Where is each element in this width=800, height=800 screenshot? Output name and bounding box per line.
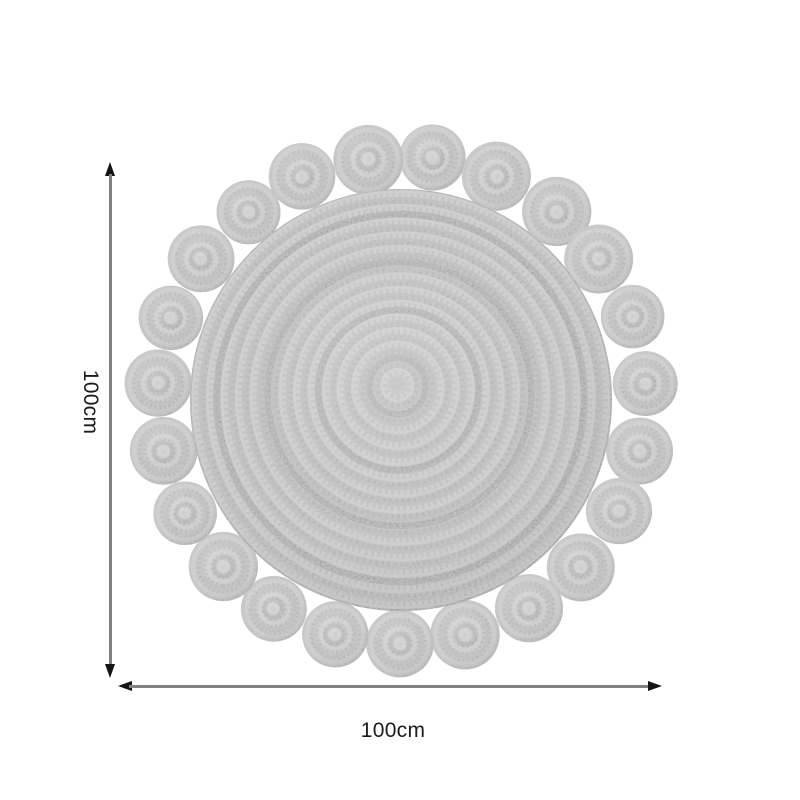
arrow-up-icon	[105, 162, 115, 176]
arrow-right-icon	[648, 680, 662, 691]
arrow-down-icon	[105, 664, 115, 678]
width-dimension-line	[129, 685, 651, 688]
height-dimension-line	[109, 174, 112, 666]
arrow-left-icon	[118, 680, 132, 691]
width-dimension-label: 100cm	[360, 719, 426, 742]
height-dimension-label: 100cm	[79, 369, 102, 435]
